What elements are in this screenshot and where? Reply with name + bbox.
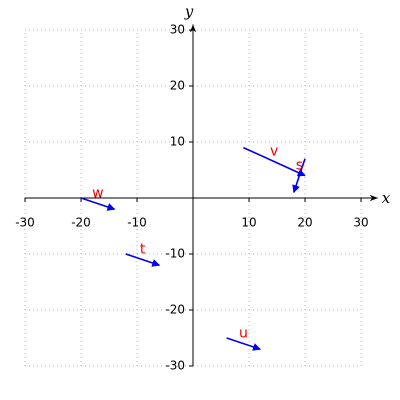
x-axis-label: x <box>382 189 391 207</box>
x-tick-label: 30 <box>353 216 368 230</box>
vector-arrow <box>226 337 261 351</box>
x-tick-label: -30 <box>15 216 35 230</box>
y-tick-label: 10 <box>170 135 185 149</box>
y-tick-label: 20 <box>170 79 185 93</box>
x-tick-label: -20 <box>71 216 91 230</box>
vector-arrow <box>125 253 161 267</box>
vector-arrow <box>80 197 116 211</box>
vector-arrow <box>292 158 306 194</box>
x-tick-label: 10 <box>241 216 256 230</box>
vector-arrow <box>243 146 306 177</box>
vector-label: u <box>239 326 248 342</box>
vector-label: w <box>92 186 103 202</box>
y-tick-label: 30 <box>170 23 185 37</box>
vector-label: v <box>270 144 278 160</box>
vector-label: s <box>296 158 303 174</box>
y-tick-label: -20 <box>165 303 185 317</box>
y-axis-label: y <box>184 2 194 20</box>
vector-label: t <box>140 242 146 258</box>
y-tick-label: -30 <box>165 359 185 373</box>
y-tick-label: -10 <box>165 247 185 261</box>
x-tick-label: -10 <box>127 216 147 230</box>
x-tick-label: 20 <box>297 216 312 230</box>
